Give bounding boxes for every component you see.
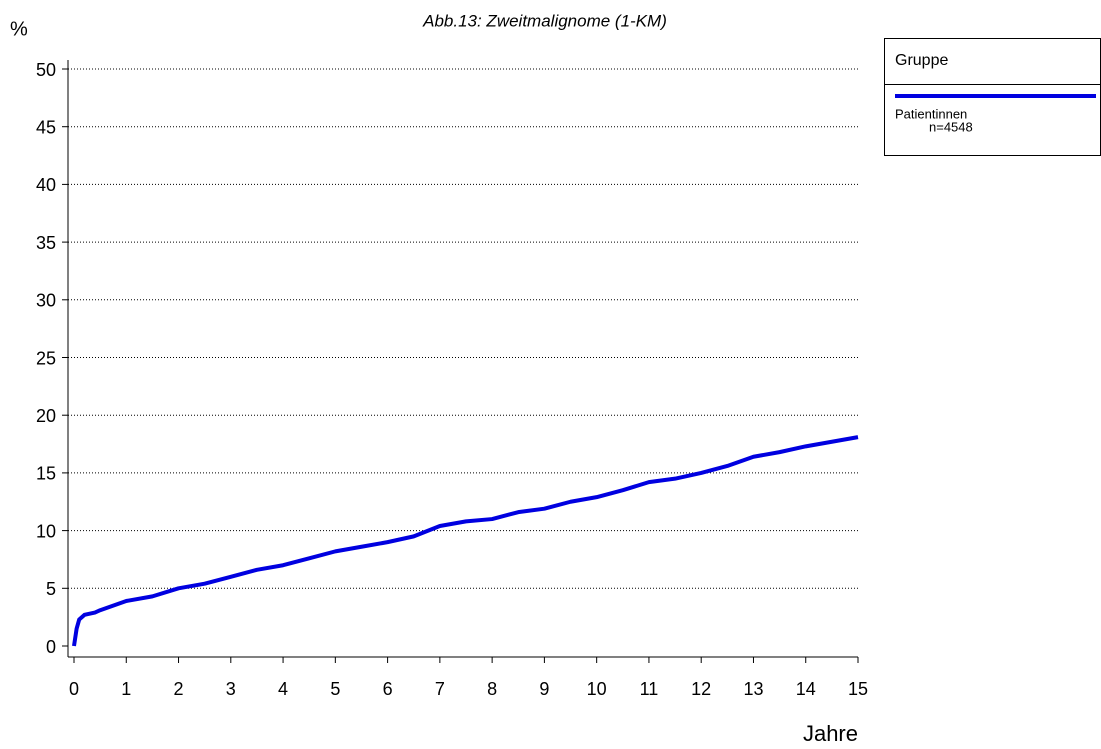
x-tick-label: 1 — [121, 679, 131, 699]
y-tick-label: 50 — [36, 60, 56, 80]
x-tick-label: 4 — [278, 679, 288, 699]
y-tick-label: 35 — [36, 233, 56, 253]
data-line — [72, 435, 859, 647]
x-tick-label: 0 — [69, 679, 79, 699]
legend-label: Patientinnen — [895, 106, 967, 121]
y-tick-label: 0 — [46, 637, 56, 657]
y-tick-label: 25 — [36, 348, 56, 368]
y-axis-label: % — [10, 18, 28, 40]
y-tick-label: 15 — [36, 464, 56, 484]
y-tick-label: 45 — [36, 117, 56, 137]
legend-title: Gruppe — [895, 52, 948, 69]
x-tick-label: 9 — [539, 679, 549, 699]
x-axis-label: Jahre — [803, 721, 858, 746]
x-tick-label: 7 — [435, 679, 445, 699]
y-tick-label: 10 — [36, 521, 56, 541]
legend-note: n=4548 — [929, 119, 973, 134]
x-tick-label: 10 — [587, 679, 607, 699]
x-tick-label: 11 — [640, 679, 659, 699]
y-tick-label: 5 — [46, 579, 56, 599]
y-tick-label: 40 — [36, 175, 56, 195]
x-tick-label: 12 — [691, 679, 711, 699]
x-tick-label: 2 — [174, 679, 184, 699]
x-tick-label: 8 — [487, 679, 497, 699]
x-tick-label: 5 — [330, 679, 340, 699]
chart-title: Abb.13: Zweitmalignome (1-KM) — [422, 11, 667, 30]
x-tick-label: 6 — [383, 679, 393, 699]
y-tick-label: 20 — [36, 406, 56, 426]
y-tick-label: 30 — [36, 291, 56, 311]
x-tick-label: 15 — [848, 679, 868, 699]
x-tick-label: 13 — [743, 679, 763, 699]
x-tick-label: 3 — [226, 679, 236, 699]
x-tick-label: 14 — [796, 679, 816, 699]
